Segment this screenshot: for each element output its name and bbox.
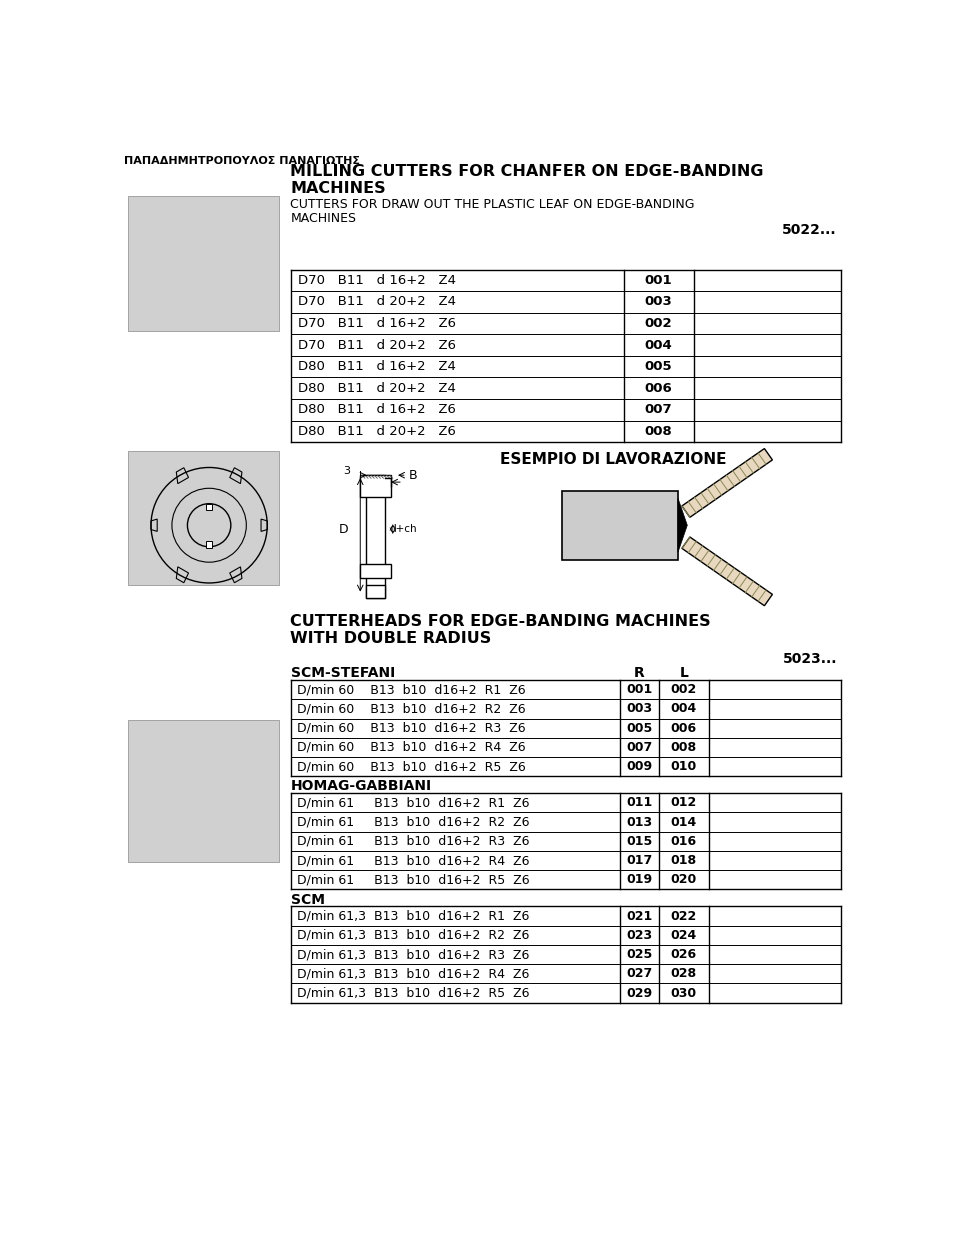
Bar — [128, 197, 278, 332]
Text: D/min 61,3  B13  b10  d16+2  R1  Z6: D/min 61,3 B13 b10 d16+2 R1 Z6 — [297, 909, 529, 923]
Text: 024: 024 — [671, 929, 697, 942]
Text: R: R — [634, 666, 644, 680]
Bar — [360, 476, 392, 497]
Text: D/min 61,3  B13  b10  d16+2  R5  Z6: D/min 61,3 B13 b10 d16+2 R5 Z6 — [297, 987, 529, 999]
Text: 018: 018 — [671, 854, 697, 868]
Text: 020: 020 — [671, 874, 697, 886]
Text: D/min 61,3  B13  b10  d16+2  R2  Z6: D/min 61,3 B13 b10 d16+2 R2 Z6 — [297, 929, 529, 942]
Bar — [128, 451, 278, 585]
Text: 022: 022 — [671, 909, 697, 923]
Text: 019: 019 — [626, 874, 652, 886]
Text: ΠΑΠΑΔΗΜΗΤΡΟΠΟΥΛΟΣ ΠΑΝΑΓΙΩΤΗΣ: ΠΑΠΑΔΗΜΗΤΡΟΠΟΥΛΟΣ ΠΑΝΑΓΙΩΤΗΣ — [124, 156, 360, 167]
Text: D/min 61     B13  b10  d16+2  R3  Z6: D/min 61 B13 b10 d16+2 R3 Z6 — [297, 835, 529, 848]
Bar — [367, 476, 385, 598]
Bar — [128, 720, 278, 863]
Text: 007: 007 — [626, 741, 653, 754]
Text: 030: 030 — [671, 987, 697, 999]
Text: D80   B11   d 20+2   Z6: D80 B11 d 20+2 Z6 — [299, 424, 456, 438]
Text: 028: 028 — [671, 968, 697, 980]
Text: D70   B11   d 20+2   Z6: D70 B11 d 20+2 Z6 — [299, 338, 456, 352]
Text: D/min 60    B13  b10  d16+2  R1  Z6: D/min 60 B13 b10 d16+2 R1 Z6 — [297, 684, 525, 696]
Text: MACHINES: MACHINES — [291, 212, 356, 225]
Text: 021: 021 — [626, 909, 653, 923]
Bar — [206, 503, 212, 510]
Text: ESEMPIO DI LAVORAZIONE: ESEMPIO DI LAVORAZIONE — [500, 452, 727, 467]
Text: D/min 61,3  B13  b10  d16+2  R4  Z6: D/min 61,3 B13 b10 d16+2 R4 Z6 — [297, 968, 529, 980]
Text: 005: 005 — [626, 721, 653, 735]
Text: MACHINES: MACHINES — [291, 182, 386, 197]
Text: D70   B11   d 16+2   Z4: D70 B11 d 16+2 Z4 — [299, 274, 456, 287]
Text: 013: 013 — [626, 815, 652, 829]
Text: D/min 61,3  B13  b10  d16+2  R3  Z6: D/min 61,3 B13 b10 d16+2 R3 Z6 — [297, 948, 529, 962]
Bar — [360, 563, 392, 577]
Text: D80   B11   d 20+2   Z4: D80 B11 d 20+2 Z4 — [299, 382, 456, 394]
Text: 015: 015 — [626, 835, 653, 848]
Text: B: B — [408, 468, 417, 482]
Text: D/min 60    B13  b10  d16+2  R4  Z6: D/min 60 B13 b10 d16+2 R4 Z6 — [297, 741, 525, 754]
Text: 008: 008 — [645, 424, 673, 438]
Text: 002: 002 — [671, 684, 697, 696]
Text: L: L — [680, 666, 688, 680]
Text: SCM: SCM — [291, 893, 324, 906]
Text: d+ch: d+ch — [389, 525, 417, 535]
Bar — [367, 585, 385, 598]
Text: WITH DOUBLE RADIUS: WITH DOUBLE RADIUS — [291, 631, 492, 646]
Text: 3: 3 — [343, 466, 349, 476]
Text: 003: 003 — [645, 295, 673, 308]
Text: HOMAG-GABBIANI: HOMAG-GABBIANI — [291, 779, 432, 794]
Text: 004: 004 — [671, 702, 697, 715]
Polygon shape — [682, 448, 773, 517]
Text: 5023...: 5023... — [782, 652, 837, 666]
Bar — [562, 491, 678, 560]
Text: 010: 010 — [671, 760, 697, 774]
Text: 006: 006 — [671, 721, 697, 735]
Text: 029: 029 — [626, 987, 652, 999]
Text: 023: 023 — [626, 929, 652, 942]
Text: 003: 003 — [626, 702, 652, 715]
Text: CUTTERS FOR DRAW OUT THE PLASTIC LEAF ON EDGE-BANDING: CUTTERS FOR DRAW OUT THE PLASTIC LEAF ON… — [291, 198, 695, 212]
Text: 001: 001 — [626, 684, 653, 696]
Polygon shape — [678, 498, 687, 552]
Text: 009: 009 — [626, 760, 652, 774]
Text: SCM-STEFANI: SCM-STEFANI — [291, 666, 395, 680]
Text: 025: 025 — [626, 948, 653, 962]
Text: D/min 61     B13  b10  d16+2  R4  Z6: D/min 61 B13 b10 d16+2 R4 Z6 — [297, 854, 529, 868]
Text: 026: 026 — [671, 948, 697, 962]
Bar — [206, 541, 212, 547]
Text: D80   B11   d 16+2   Z4: D80 B11 d 16+2 Z4 — [299, 361, 456, 373]
Text: D/min 61     B13  b10  d16+2  R5  Z6: D/min 61 B13 b10 d16+2 R5 Z6 — [297, 874, 529, 886]
Polygon shape — [682, 537, 773, 606]
Text: D/min 60    B13  b10  d16+2  R5  Z6: D/min 60 B13 b10 d16+2 R5 Z6 — [297, 760, 525, 774]
Text: D/min 61     B13  b10  d16+2  R1  Z6: D/min 61 B13 b10 d16+2 R1 Z6 — [297, 796, 529, 809]
Text: 001: 001 — [645, 274, 672, 287]
Text: D/min 60    B13  b10  d16+2  R2  Z6: D/min 60 B13 b10 d16+2 R2 Z6 — [297, 702, 525, 715]
Text: 014: 014 — [671, 815, 697, 829]
Text: 011: 011 — [626, 796, 653, 809]
Text: D70   B11   d 20+2   Z4: D70 B11 d 20+2 Z4 — [299, 295, 456, 308]
Text: 002: 002 — [645, 317, 672, 331]
Text: D: D — [339, 522, 348, 536]
Text: 005: 005 — [645, 361, 672, 373]
Text: D/min 61     B13  b10  d16+2  R2  Z6: D/min 61 B13 b10 d16+2 R2 Z6 — [297, 815, 529, 829]
Text: D/min 60    B13  b10  d16+2  R3  Z6: D/min 60 B13 b10 d16+2 R3 Z6 — [297, 721, 525, 735]
Text: 006: 006 — [645, 382, 673, 394]
Text: 017: 017 — [626, 854, 653, 868]
Text: 016: 016 — [671, 835, 697, 848]
Text: 5022...: 5022... — [782, 223, 837, 238]
Text: 007: 007 — [645, 403, 672, 416]
Text: 027: 027 — [626, 968, 653, 980]
Text: CUTTERHEADS FOR EDGE-BANDING MACHINES: CUTTERHEADS FOR EDGE-BANDING MACHINES — [291, 613, 711, 629]
Text: 004: 004 — [645, 338, 673, 352]
Text: 012: 012 — [671, 796, 697, 809]
Text: D80   B11   d 16+2   Z6: D80 B11 d 16+2 Z6 — [299, 403, 456, 416]
Text: D70   B11   d 16+2   Z6: D70 B11 d 16+2 Z6 — [299, 317, 456, 331]
Text: 008: 008 — [671, 741, 697, 754]
Text: MILLING CUTTERS FOR CHANFER ON EDGE-BANDING: MILLING CUTTERS FOR CHANFER ON EDGE-BAND… — [291, 164, 764, 179]
